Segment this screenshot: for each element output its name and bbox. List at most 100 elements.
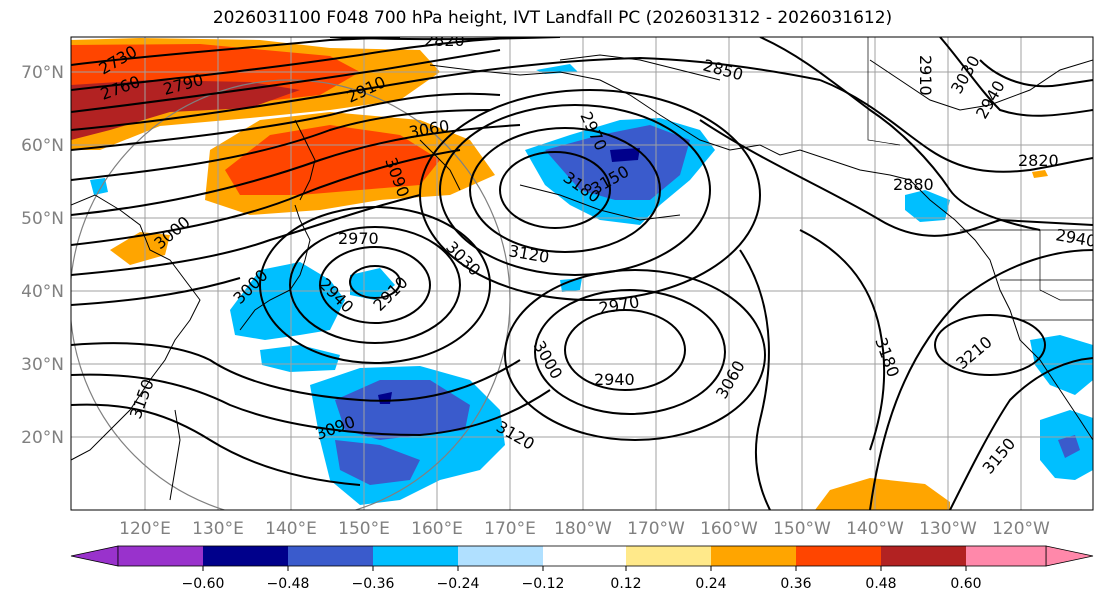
contour-2790 bbox=[71, 49, 501, 113]
contour-3060-east bbox=[739, 249, 771, 510]
low-subtropic-2 bbox=[534, 289, 726, 415]
lon-label: 170°W bbox=[627, 519, 685, 539]
colorbar-outline bbox=[117, 545, 1047, 567]
high-gulf-2 bbox=[469, 127, 661, 253]
low-japan-3 bbox=[259, 206, 491, 364]
contour-3150-east bbox=[949, 357, 1093, 510]
colorbar-swatch bbox=[288, 546, 373, 566]
lon-label: 130°W bbox=[919, 519, 977, 539]
coast-arctic bbox=[869, 59, 1093, 111]
colorbar-swatch bbox=[796, 546, 881, 566]
ivt-negative-ryukyu bbox=[260, 345, 340, 372]
contour-label: 2880 bbox=[893, 175, 934, 194]
latitude-labels: 70°N 60°N 50°N 40°N 30°N 20°N bbox=[21, 63, 64, 448]
ivt-negative-japan-east bbox=[350, 268, 395, 300]
coast-philippines bbox=[169, 409, 181, 501]
gridlines bbox=[71, 37, 1093, 510]
ivt-positive-south bbox=[815, 478, 950, 510]
contour-2760 bbox=[71, 37, 521, 91]
low-subtropic-3 bbox=[504, 269, 766, 441]
lon-label: 160°E bbox=[411, 519, 463, 539]
colorbar-tick-label: −0.36 bbox=[352, 576, 395, 592]
contour-3120 bbox=[71, 373, 551, 437]
colorbar-swatch bbox=[118, 546, 203, 566]
colorbar-tick-label: 0.48 bbox=[865, 576, 896, 592]
map-frame bbox=[70, 36, 1094, 511]
colorbar-extend-high bbox=[1045, 545, 1094, 567]
lon-label: 140°W bbox=[846, 519, 904, 539]
coastlines bbox=[71, 54, 1093, 501]
lat-label-30n: 30°N bbox=[21, 355, 64, 375]
lat-label-40n: 40°N bbox=[21, 282, 64, 302]
low-japan-1 bbox=[319, 246, 431, 324]
border-states bbox=[1039, 230, 1093, 301]
coast-sakhalin bbox=[294, 119, 316, 201]
contour-2910 bbox=[71, 109, 491, 181]
low-japan-4 bbox=[349, 265, 401, 299]
ivt-positive-max bbox=[71, 80, 300, 140]
contour-label: 2970 bbox=[338, 229, 379, 248]
contour-3090 bbox=[71, 342, 521, 402]
colorbar-tick-label: 0.60 bbox=[950, 576, 981, 592]
reference-circle bbox=[71, 79, 511, 510]
contour-3120-east bbox=[799, 229, 886, 451]
contour-2880 bbox=[71, 92, 501, 151]
borders bbox=[867, 37, 1093, 321]
colorbar-tick-label: 0.36 bbox=[780, 576, 811, 592]
high-gulf-3 bbox=[439, 104, 711, 276]
coast-north-america bbox=[429, 64, 1093, 441]
coast-kamchatka bbox=[419, 139, 461, 191]
border-alaska-canada bbox=[867, 37, 901, 146]
colorbar-tick-label: −0.12 bbox=[522, 576, 565, 592]
contour-2880-east bbox=[759, 37, 1041, 231]
contour-label: 2910 bbox=[916, 55, 935, 96]
contour-2820-east bbox=[819, 79, 1093, 173]
lat-label-70n: 70°N bbox=[21, 63, 64, 83]
contour-3000 bbox=[71, 149, 461, 246]
colorbar-swatch bbox=[881, 546, 966, 566]
colorbar-swatch bbox=[373, 546, 458, 566]
contour-label: 2940 bbox=[594, 370, 635, 389]
map-title: 2026031100 F048 700 hPa height, IVT Land… bbox=[212, 8, 893, 28]
colorbar-swatch bbox=[711, 546, 796, 566]
contour-3060a bbox=[71, 277, 241, 306]
ivt-negative-japan bbox=[230, 262, 345, 340]
contour-label: 2820 bbox=[424, 31, 465, 50]
ivt-positive-small bbox=[1032, 170, 1048, 178]
contour-3150 bbox=[71, 403, 361, 486]
colorbar-swatch bbox=[543, 546, 626, 566]
coast-asia bbox=[71, 194, 201, 461]
ivt-negative-small-1 bbox=[560, 278, 582, 292]
contour-2730 bbox=[71, 37, 401, 66]
lon-label: 140°E bbox=[265, 519, 317, 539]
positive-anomaly-shading bbox=[71, 38, 1048, 510]
colorbar-tick-label: −0.60 bbox=[182, 576, 225, 592]
colorbar-tick-label: 0.12 bbox=[610, 576, 641, 592]
lon-label: 180°W bbox=[554, 519, 612, 539]
contour-2940 bbox=[71, 124, 521, 216]
lon-label: 150°W bbox=[773, 519, 831, 539]
lon-label: 160°W bbox=[700, 519, 758, 539]
ivt-negative-gulf-core bbox=[545, 125, 690, 200]
colorbar-swatch bbox=[458, 546, 543, 566]
colorbar-tick-label: 0.24 bbox=[695, 576, 726, 592]
lon-label: 130°E bbox=[192, 519, 244, 539]
lat-label-50n: 50°N bbox=[21, 209, 64, 229]
colorbar-tick-label: −0.48 bbox=[267, 576, 310, 592]
contour-2820 bbox=[329, 37, 561, 41]
colorbar-tick-label: −0.24 bbox=[437, 576, 480, 592]
contour-2850-east bbox=[979, 59, 1093, 88]
colorbar-ticks bbox=[202, 566, 967, 571]
height-contours bbox=[71, 37, 1093, 510]
longitude-labels: 120°E 130°E 140°E 150°E 160°E 170°E 180°… bbox=[119, 519, 1050, 539]
contour-3030 bbox=[71, 194, 421, 276]
contour-2850 bbox=[71, 56, 821, 131]
low-japan-2 bbox=[289, 226, 461, 344]
contour-2910-east bbox=[939, 37, 1093, 117]
coast-bering bbox=[559, 54, 721, 81]
high-gulf-4 bbox=[419, 89, 761, 301]
colorbar-extend-low bbox=[70, 545, 119, 567]
lat-label-20n: 20°N bbox=[21, 428, 64, 448]
contour-3180-east bbox=[869, 249, 1093, 510]
ivt-negative-bc bbox=[905, 190, 950, 222]
